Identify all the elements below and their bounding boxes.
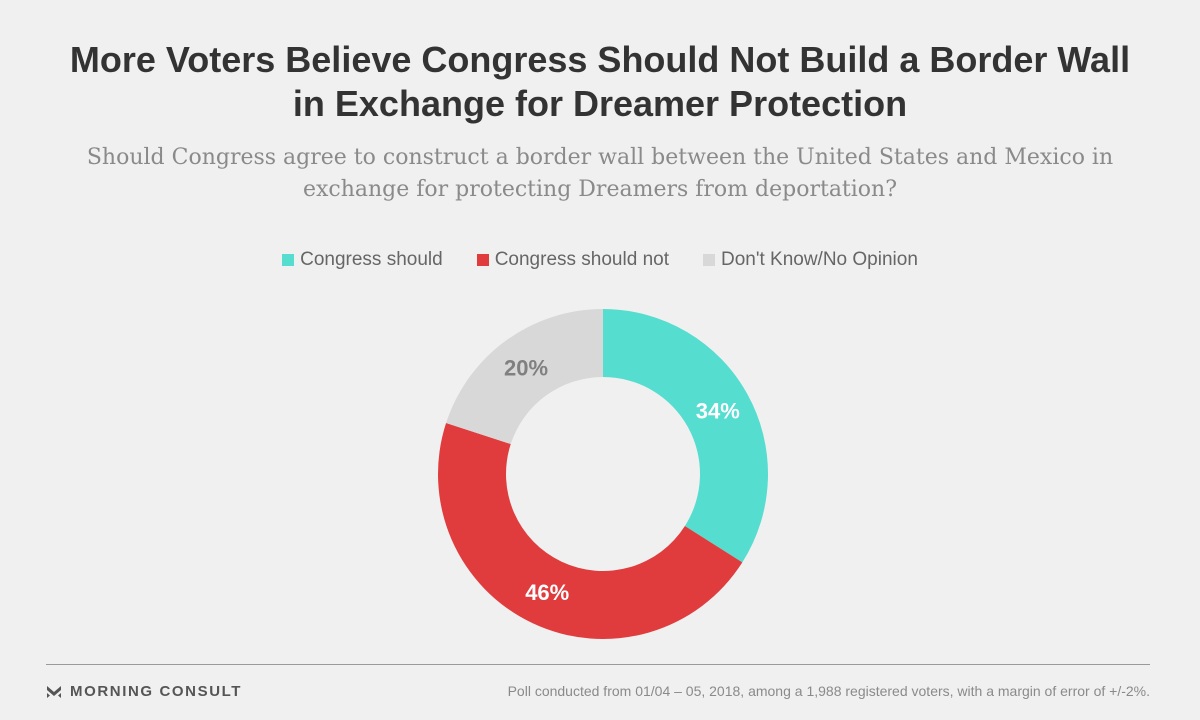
legend-swatch <box>476 254 489 266</box>
footer-divider <box>46 664 1150 665</box>
slice-label-2: 20% <box>504 356 548 381</box>
brand-name: MORNING CONSULT <box>70 683 243 700</box>
slice-label-0: 34% <box>696 398 740 423</box>
legend-label: Don't Know/No Opinion <box>720 249 918 270</box>
slice-label-1: 46% <box>525 580 569 605</box>
chart-legend: Congress should Congress should not Don'… <box>0 249 1200 271</box>
brand: MORNING CONSULT <box>46 683 242 700</box>
legend-item-congress-should: Congress should <box>282 249 443 271</box>
legend-item-congress-should-not: Congress should not <box>476 249 669 271</box>
legend-label: Congress should <box>300 249 443 270</box>
legend-item-dont-know: Don't Know/No Opinion <box>702 249 918 271</box>
donut-slice-0 <box>603 309 768 563</box>
donut-slice-2 <box>446 309 603 445</box>
chart-subtitle: Should Congress agree to construct a bor… <box>86 145 1114 202</box>
legend-swatch <box>702 254 715 266</box>
legend-swatch <box>282 254 295 266</box>
footnote: Poll conducted from 01/04 – 05, 2018, am… <box>507 683 1150 699</box>
morning-consult-logo-icon <box>47 685 61 698</box>
legend-label: Congress should not <box>494 249 669 270</box>
chart-title: More Voters Believe Congress Should Not … <box>69 39 1131 124</box>
donut-slice-1 <box>438 423 743 639</box>
